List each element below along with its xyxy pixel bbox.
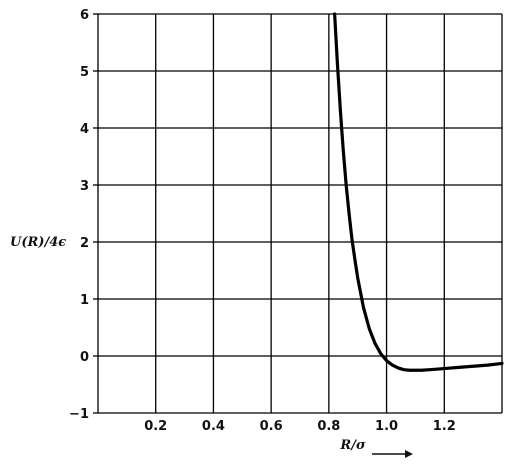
y-tick-label: 4 — [80, 122, 89, 137]
x-axis-label: R/σ — [339, 438, 366, 453]
series-layer — [333, 12, 504, 372]
x-tick-label: 0.2 — [144, 419, 167, 434]
grid-lines — [93, 13, 503, 414]
x-tick-label: 0.6 — [260, 419, 283, 434]
x-tick-label: 1.2 — [433, 419, 456, 434]
tick-labels: −1 0 1 2 3 4 5 6 0.2 0.4 0.6 0.8 1.0 1.2 — [69, 8, 456, 434]
y-axis-label: U(R)/4ϵ — [10, 235, 66, 250]
y-tick-label: 3 — [80, 179, 89, 194]
y-tick-label: 1 — [80, 293, 89, 308]
x-tick-label: 0.8 — [317, 419, 340, 434]
potential-curve — [333, 12, 504, 372]
x-tick-label: 0.4 — [202, 419, 225, 434]
x-tick-label: 1.0 — [375, 419, 398, 434]
y-tick-label: 5 — [80, 65, 89, 80]
y-tick-label: −1 — [69, 407, 89, 422]
x-axis-arrow — [372, 450, 413, 458]
y-tick-label: 6 — [80, 8, 89, 23]
y-tick-label: 2 — [80, 236, 89, 251]
y-tick-label: 0 — [80, 350, 89, 365]
